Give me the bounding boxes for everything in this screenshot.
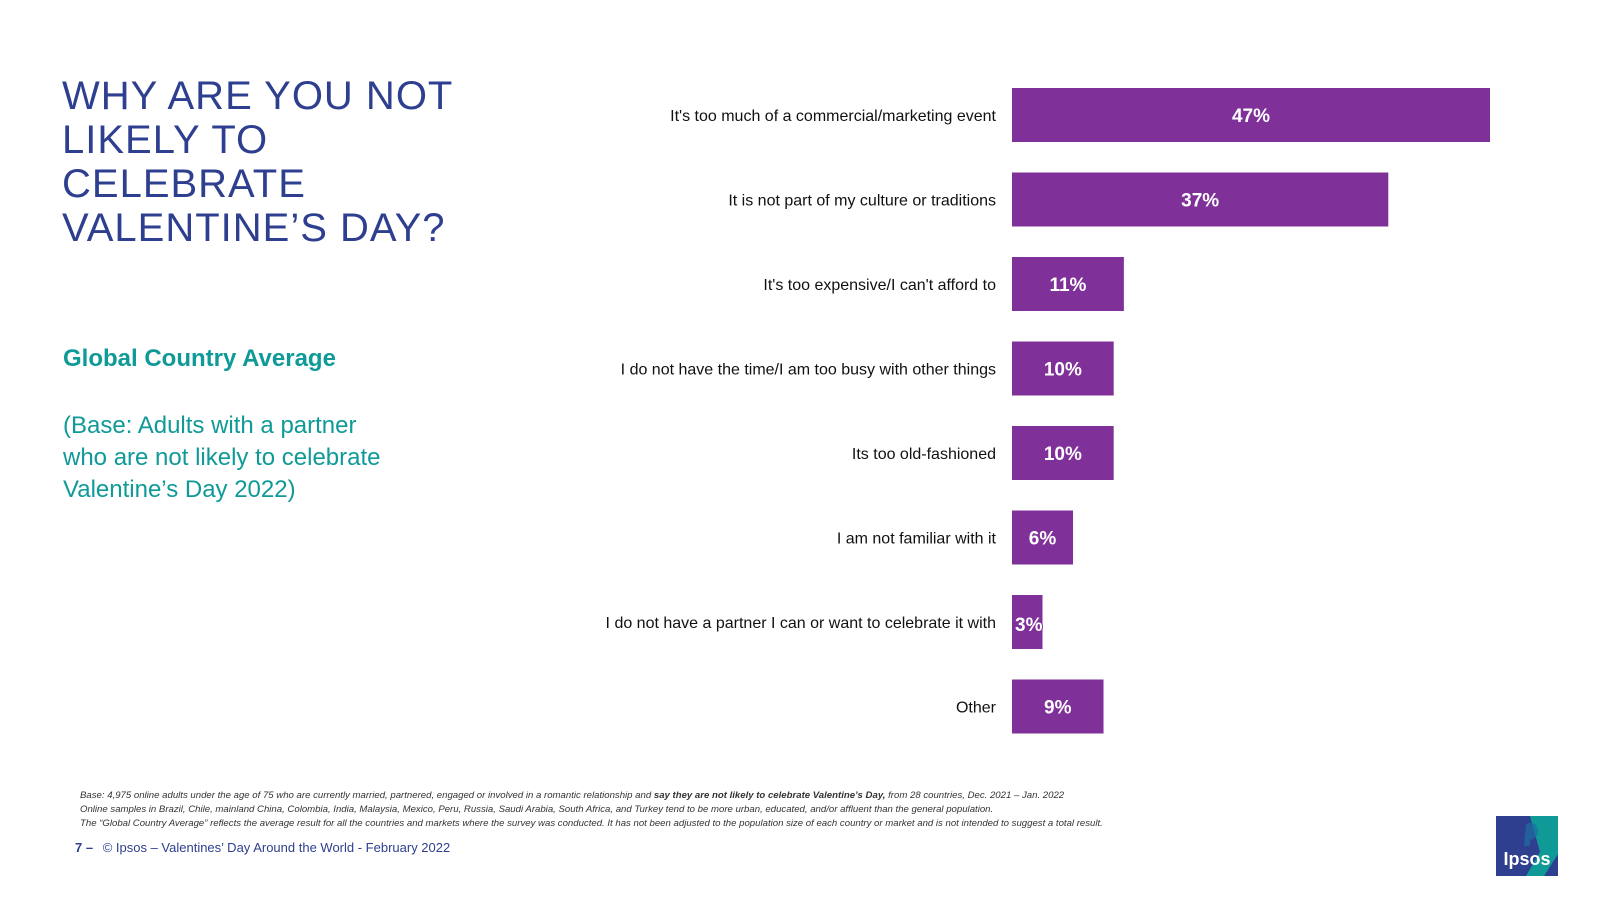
bar-4 [1012,341,1114,396]
footnote-line-3: The “Global Country Average” reflects th… [80,818,1103,829]
ipsos-logo-icon [1496,816,1558,876]
bar-6 [1012,510,1074,565]
footnote-base-pre: Base: 4,975 online adults under the age … [80,790,654,801]
data-label-1: 47% [1232,106,1270,127]
data-label-4: 10% [1044,360,1082,381]
data-label-8: 9% [1044,698,1072,719]
page-title: WHY ARE YOU NOT LIKELY TO CELEBRATE VALE… [62,74,454,250]
category-label-1: It's too much of a commercial/marketing … [670,108,996,125]
logo-text: Ipsos [1503,849,1551,869]
footnote-line-2: Online samples in Brazil, Chile, mainlan… [80,804,994,815]
data-label-2: 37% [1181,191,1219,212]
data-label-3: 11% [1049,275,1086,296]
category-label-6: I am not familiar with it [837,531,997,548]
bar-7 [1012,595,1043,649]
category-label-3: It's too expensive/I can't afford to [763,277,996,294]
footer: 7 – © Ipsos – Valentines’ Day Around the… [75,840,450,855]
category-label-5: Its too old-fashioned [852,446,996,463]
chart-subtitle: Global Country Average [63,345,336,372]
data-label-7: 3% [1015,615,1043,636]
base-note: (Base: Adults with a partner who are not… [63,412,381,503]
ipsos-logo: Ipsos [1496,816,1558,876]
bar-chart: It's too much of a commercial/marketing … [606,88,1490,734]
footer-copyright: © Ipsos – Valentines’ Day Around the Wor… [102,840,451,855]
bar-1 [1012,88,1490,142]
footnote-base-post: from 28 countries, Dec. 2021 – Jan. 2022 [885,790,1065,801]
data-label-6: 6% [1029,529,1057,550]
footnote-base-bold: say they are not likely to celebrate Val… [653,790,886,801]
data-label-5: 10% [1044,444,1082,465]
page-number: 7 – [75,840,94,855]
bar-8 [1012,679,1104,734]
category-label-4: I do not have the time/I am too busy wit… [621,362,996,379]
footnotes: Base: 4,975 online adults under the age … [80,789,1480,831]
bar-3 [1012,257,1124,311]
bar-2 [1012,172,1389,227]
chart-bars: It's too much of a commercial/marketing … [606,88,1490,734]
category-label-8: Other [956,700,997,717]
bar-5 [1012,426,1114,480]
footnote-line-1: Base: 4,975 online adults under the age … [80,789,1480,803]
category-label-7: I do not have a partner I can or want to… [606,615,996,632]
category-label-2: It is not part of my culture or traditio… [728,193,996,210]
